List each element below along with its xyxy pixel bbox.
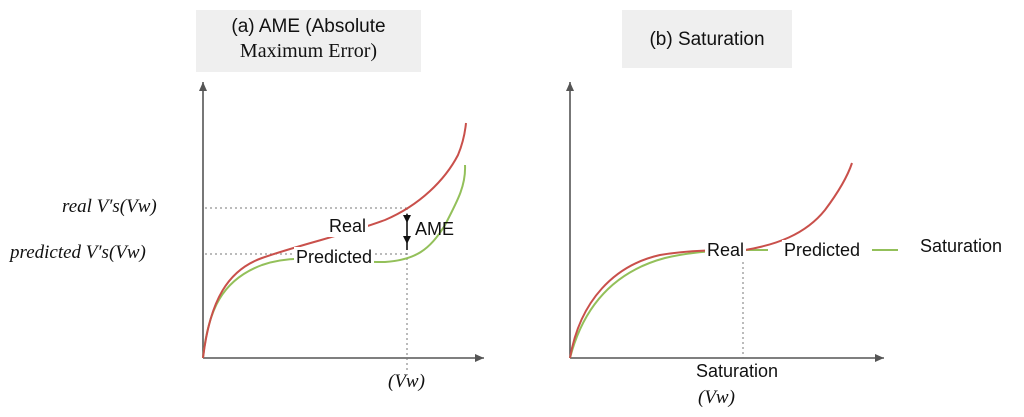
panel-b-predicted-label: Predicted bbox=[782, 240, 863, 261]
panel-a-title-line2: Maximum Error) bbox=[239, 40, 378, 62]
panel-b-predicted-curve bbox=[569, 249, 898, 359]
panel-a-real-label: Real bbox=[327, 216, 369, 237]
panel-a-ame-label: AME bbox=[415, 219, 455, 239]
panel-b-title: (b) Saturation bbox=[622, 10, 792, 68]
panel-a-x-label: (Vw) bbox=[388, 371, 425, 392]
panel-b-real-label: Real bbox=[705, 240, 747, 261]
panel-a-title: (a) AME (Absolute Maximum Error) bbox=[196, 10, 421, 72]
panel-a-y-label-real: real V′s(Vw) bbox=[62, 196, 157, 217]
panel-a-real-curve bbox=[202, 122, 467, 359]
panel-a-predicted-label: Predicted bbox=[294, 247, 375, 268]
panel-a-title-line1: (a) AME (Absolute bbox=[231, 16, 386, 37]
panel-b-x-label-line2: (Vw) bbox=[698, 387, 735, 408]
panel-b-saturation-label: Saturation bbox=[920, 236, 1003, 256]
panel-a-y-label-predicted: predicted V′s(Vw) bbox=[10, 242, 146, 263]
panel-b-x-label-line1: Saturation bbox=[696, 361, 779, 381]
